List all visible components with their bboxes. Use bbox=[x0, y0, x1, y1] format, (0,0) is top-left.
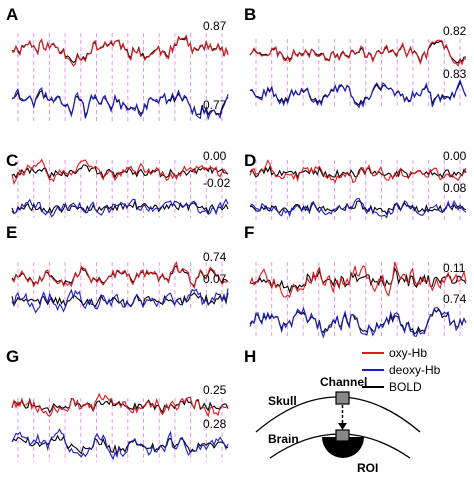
panel-label-e: E bbox=[6, 223, 17, 242]
stim-markers bbox=[255, 39, 461, 108]
bold-trace-bottom bbox=[11, 434, 229, 457]
deoxy-correlation: 0.28 bbox=[203, 417, 227, 431]
deoxy-correlation: 0.08 bbox=[443, 181, 467, 195]
deoxy-trace bbox=[249, 78, 467, 109]
deoxy-trace bbox=[249, 306, 467, 339]
panel-label-d: D bbox=[244, 151, 256, 170]
oxy-trace bbox=[11, 34, 229, 67]
panel-label-g: G bbox=[6, 347, 19, 366]
oxy-correlation: 0.25 bbox=[203, 383, 227, 397]
panels: A 0.87 0.77 B 0.82 0.83 C 0.00 -0.02 D 0.00 0.08 E 0.… bbox=[6, 5, 467, 462]
panel-d: D 0.00 0.08 bbox=[244, 149, 467, 220]
deoxy-trace bbox=[11, 428, 229, 461]
oxy-trace bbox=[11, 158, 229, 185]
oxy-trace bbox=[11, 261, 229, 290]
deoxy-correlation: 0.83 bbox=[443, 67, 467, 81]
oxy-correlation: 0.11 bbox=[443, 261, 466, 275]
deoxy-correlation: 0.07 bbox=[203, 272, 227, 286]
skull-label: Skull bbox=[268, 394, 297, 408]
bold-trace-bottom bbox=[249, 200, 467, 216]
oxy-trace bbox=[11, 392, 229, 418]
stim-markers bbox=[255, 262, 461, 338]
oxy-correlation: 0.00 bbox=[443, 149, 467, 163]
deoxy-trace bbox=[11, 198, 229, 218]
oxy-correlation: 0.74 bbox=[203, 250, 227, 264]
panel-label-h: H bbox=[244, 347, 256, 366]
oxy-correlation: 0.82 bbox=[443, 24, 467, 38]
roi-label: ROI bbox=[357, 461, 378, 475]
deoxy-correlation: -0.02 bbox=[203, 176, 231, 190]
panel-label-f: F bbox=[244, 223, 254, 242]
oxy-trace bbox=[249, 261, 467, 299]
panel-label-b: B bbox=[244, 5, 256, 24]
brain-channel-box bbox=[335, 429, 350, 442]
deoxy-trace bbox=[11, 87, 229, 121]
legend: oxy-Hb deoxy-Hb BOLD bbox=[362, 346, 441, 394]
panel-f: F 0.11 0.74 bbox=[244, 223, 467, 339]
channel-box bbox=[335, 391, 350, 405]
oxy-trace bbox=[249, 159, 467, 184]
legend-label-bold: BOLD bbox=[389, 380, 422, 394]
legend-label-deoxy: deoxy-Hb bbox=[389, 363, 441, 377]
oxy-trace bbox=[249, 39, 467, 67]
panel-a: A 0.87 0.77 bbox=[6, 5, 229, 124]
panel-label-c: C bbox=[6, 151, 18, 170]
deoxy-trace bbox=[249, 197, 467, 219]
oxy-correlation: 0.00 bbox=[203, 149, 227, 163]
panel-g: G 0.25 0.28 bbox=[6, 347, 229, 462]
channel-arrow-head bbox=[338, 423, 347, 430]
panel-label-a: A bbox=[6, 5, 18, 24]
legend-label-oxy: oxy-Hb bbox=[389, 346, 427, 360]
deoxy-correlation: 0.77 bbox=[203, 98, 227, 112]
panel-c: C 0.00 -0.02 bbox=[6, 149, 231, 218]
deoxy-correlation: 0.74 bbox=[443, 292, 467, 306]
panel-b: B 0.82 0.83 bbox=[244, 5, 467, 109]
brain-label: Brain bbox=[268, 432, 299, 446]
roi-shape bbox=[322, 437, 364, 458]
oxy-correlation: 0.87 bbox=[203, 19, 227, 33]
panel-e: E 0.74 0.07 bbox=[6, 223, 229, 314]
deoxy-trace bbox=[11, 288, 229, 314]
schematic: H Channel Skull Brain ROI bbox=[244, 347, 421, 475]
channel-label: Channel bbox=[320, 375, 367, 389]
